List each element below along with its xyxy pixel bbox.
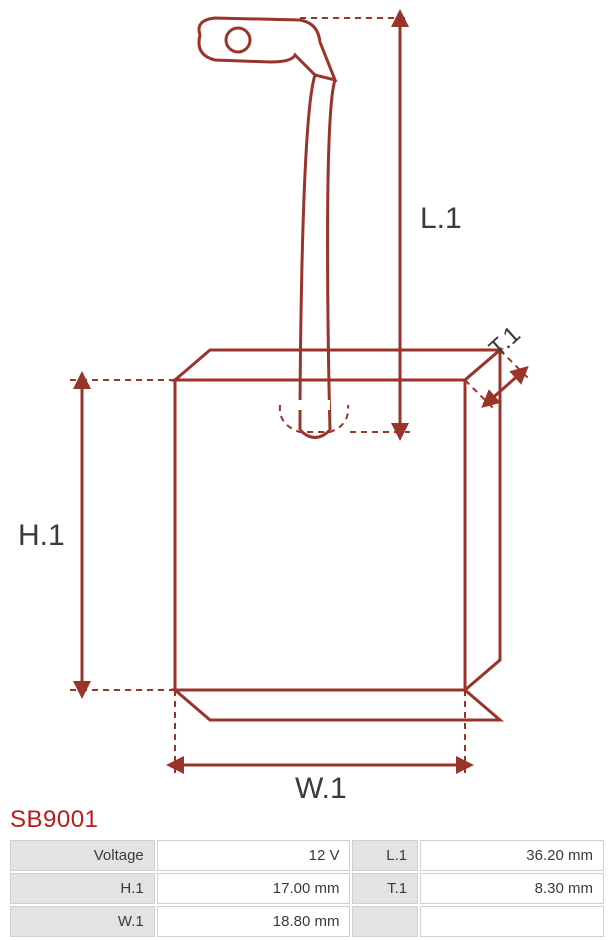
spec-label: L.1 [352,840,418,871]
table-row: W.118.80 mm [10,906,604,937]
spec-label: T.1 [352,873,418,904]
spec-value: 17.00 mm [157,873,351,904]
dimension-L1-label: L.1 [420,202,462,235]
technical-diagram: L.1 H.1 W.1 T.1 [0,0,608,800]
spec-label [352,906,418,937]
spec-table: Voltage12 VL.136.20 mmH.117.00 mmT.18.30… [8,838,606,939]
spec-value: 8.30 mm [420,873,604,904]
spec-value: 36.20 mm [420,840,604,871]
terminal-lug [199,18,335,80]
brush-side-face [465,350,500,690]
dimension-W1-label: W.1 [295,772,347,800]
brush-front-face [175,380,465,690]
spec-label: H.1 [10,873,155,904]
dimension-H1-label: H.1 [18,519,65,552]
spec-label: W.1 [10,906,155,937]
product-code: SB9001 [0,800,608,838]
brush-bottom-face [175,690,500,720]
spec-label: Voltage [10,840,155,871]
brush-top-face [175,350,500,380]
spec-value: 18.80 mm [157,906,351,937]
diagram-svg: L.1 H.1 W.1 T.1 [0,0,608,800]
spec-value [420,906,604,937]
spec-value: 12 V [157,840,351,871]
table-row: Voltage12 VL.136.20 mm [10,840,604,871]
table-row: H.117.00 mmT.18.30 mm [10,873,604,904]
